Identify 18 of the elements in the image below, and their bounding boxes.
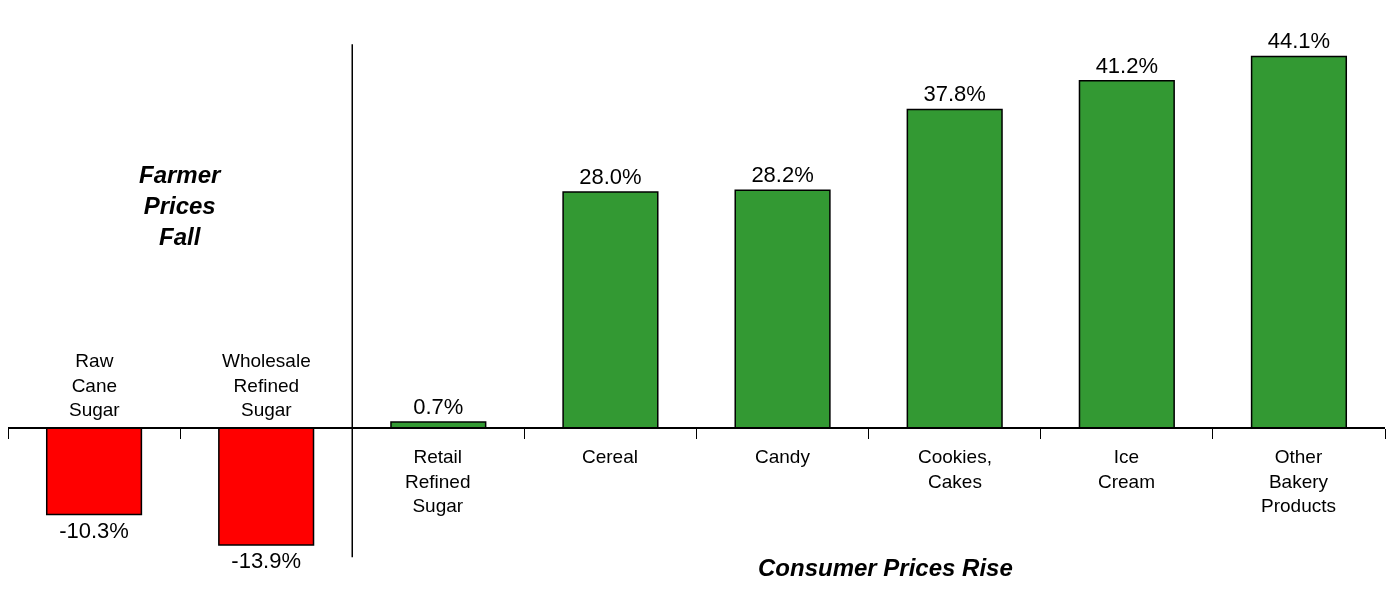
text: Consumer Prices Rise bbox=[758, 554, 1013, 581]
x-tick-label: Wholesale Refined Sugar bbox=[222, 350, 311, 421]
x-tick-label: Ice Cream bbox=[1098, 446, 1156, 492]
x-tick-label: Retail Refined Sugar bbox=[405, 446, 471, 517]
x-tick-label: Cookies, Cakes bbox=[918, 446, 992, 492]
data-label: 44.1% bbox=[1267, 28, 1331, 54]
annotation: Farmer Prices Fall bbox=[139, 161, 223, 251]
data-label: -13.9% bbox=[231, 547, 302, 573]
data-label: 0.7% bbox=[413, 393, 464, 419]
x-tick-label: Other Bakery Products bbox=[1261, 446, 1336, 517]
x-tick-label: Candy bbox=[755, 446, 811, 467]
data-label: 41.2% bbox=[1095, 52, 1159, 78]
x-tick-label: Raw Cane Sugar bbox=[69, 350, 121, 421]
data-label: 28.2% bbox=[751, 162, 814, 188]
data-label: 28.0% bbox=[579, 164, 642, 190]
data-label: -10.3% bbox=[59, 517, 129, 543]
data-label: 37.8% bbox=[923, 81, 986, 107]
x-tick-label: Cereal bbox=[582, 446, 638, 467]
